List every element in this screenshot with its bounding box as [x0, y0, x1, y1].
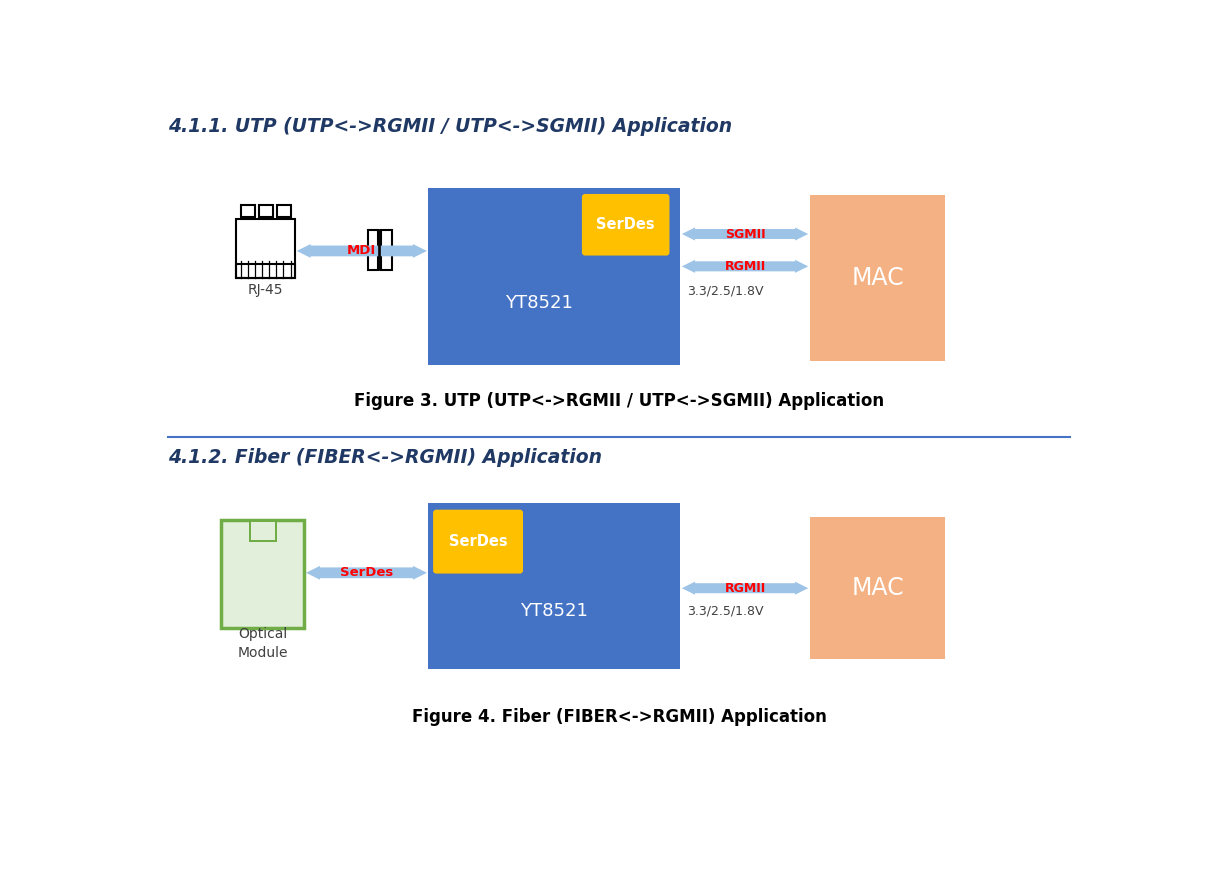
- Bar: [277, 205, 290, 217]
- Bar: [221, 521, 304, 628]
- Bar: [809, 516, 946, 659]
- Text: 3.3/2.5/1.8V: 3.3/2.5/1.8V: [687, 605, 763, 617]
- Text: YT8521: YT8521: [505, 294, 573, 312]
- Bar: [250, 522, 274, 541]
- Text: Optical
Module: Optical Module: [237, 628, 288, 660]
- Bar: [429, 503, 680, 669]
- Text: YT8521: YT8521: [521, 603, 588, 620]
- Text: RGMII: RGMII: [725, 582, 766, 595]
- Text: SerDes: SerDes: [448, 535, 507, 549]
- Text: MAC: MAC: [852, 266, 904, 290]
- Bar: [367, 230, 378, 270]
- Text: 3.3/2.5/1.8V: 3.3/2.5/1.8V: [687, 284, 763, 297]
- Text: SerDes: SerDes: [339, 566, 393, 579]
- FancyBboxPatch shape: [582, 194, 669, 255]
- FancyBboxPatch shape: [434, 509, 523, 574]
- Polygon shape: [306, 566, 426, 580]
- Text: Figure 4. Fiber (FIBER<->RGMII) Application: Figure 4. Fiber (FIBER<->RGMII) Applicat…: [412, 708, 826, 726]
- Polygon shape: [681, 260, 808, 273]
- Bar: [429, 187, 680, 364]
- Bar: [237, 219, 295, 278]
- Bar: [809, 195, 946, 361]
- Text: RGMII: RGMII: [725, 260, 766, 273]
- Bar: [237, 264, 295, 278]
- Text: Figure 3. UTP (UTP<->RGMII / UTP<->SGMII) Application: Figure 3. UTP (UTP<->RGMII / UTP<->SGMII…: [354, 392, 884, 410]
- Bar: [259, 205, 273, 217]
- Text: 4.1.2. Fiber (FIBER<->RGMII) Application: 4.1.2. Fiber (FIBER<->RGMII) Application: [168, 448, 602, 467]
- Text: RJ-45: RJ-45: [248, 283, 284, 297]
- Text: MDI: MDI: [347, 244, 377, 257]
- Bar: [249, 521, 277, 542]
- Text: SGMII: SGMII: [725, 228, 766, 241]
- Text: SerDes: SerDes: [597, 217, 655, 232]
- Bar: [240, 205, 255, 217]
- Polygon shape: [297, 244, 426, 258]
- Text: 4.1.1. UTP (UTP<->RGMII / UTP<->SGMII) Application: 4.1.1. UTP (UTP<->RGMII / UTP<->SGMII) A…: [168, 117, 732, 136]
- Text: MAC: MAC: [852, 576, 904, 600]
- Polygon shape: [681, 582, 808, 595]
- Bar: [381, 230, 391, 270]
- Polygon shape: [681, 228, 808, 241]
